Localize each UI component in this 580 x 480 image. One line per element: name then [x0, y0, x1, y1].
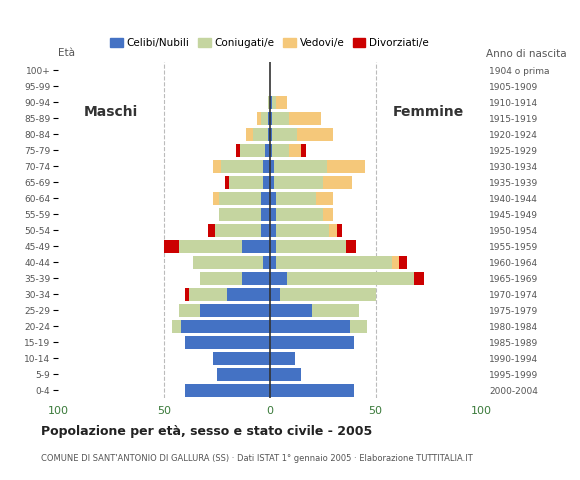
- Text: Popolazione per età, sesso e stato civile - 2005: Popolazione per età, sesso e stato civil…: [41, 425, 372, 438]
- Bar: [200, 272, 242, 285]
- Bar: [181, 320, 270, 333]
- Bar: [270, 96, 272, 109]
- Text: Maschi: Maschi: [84, 105, 138, 119]
- Bar: [185, 336, 270, 349]
- Bar: [263, 160, 270, 173]
- Bar: [227, 288, 270, 301]
- Bar: [280, 288, 376, 301]
- Bar: [270, 240, 276, 253]
- Bar: [215, 224, 261, 237]
- Bar: [270, 224, 276, 237]
- Bar: [272, 128, 297, 141]
- Bar: [316, 192, 333, 205]
- Bar: [270, 352, 295, 365]
- Bar: [200, 304, 270, 317]
- Bar: [240, 144, 266, 157]
- Bar: [185, 384, 270, 397]
- Bar: [399, 256, 407, 269]
- Bar: [270, 320, 350, 333]
- Bar: [297, 128, 333, 141]
- Bar: [179, 240, 242, 253]
- Bar: [270, 272, 287, 285]
- Bar: [322, 176, 352, 189]
- Bar: [267, 128, 270, 141]
- Bar: [263, 176, 270, 189]
- Bar: [219, 208, 261, 221]
- Bar: [414, 272, 424, 285]
- Text: Anno di nascita: Anno di nascita: [485, 49, 566, 59]
- Text: Età: Età: [58, 48, 75, 58]
- Bar: [270, 336, 354, 349]
- Bar: [276, 192, 316, 205]
- Bar: [270, 160, 274, 173]
- Bar: [270, 304, 312, 317]
- Bar: [189, 288, 227, 301]
- Text: COMUNE DI SANT'ANTONIO DI GALLURA (SS) · Dati ISTAT 1° gennaio 2005 · Elaborazio: COMUNE DI SANT'ANTONIO DI GALLURA (SS) ·…: [41, 454, 472, 463]
- Bar: [242, 272, 270, 285]
- Bar: [274, 176, 322, 189]
- Bar: [212, 160, 221, 173]
- Bar: [272, 112, 289, 125]
- Bar: [172, 320, 181, 333]
- Bar: [350, 320, 367, 333]
- Bar: [270, 128, 272, 141]
- Bar: [276, 96, 287, 109]
- Bar: [212, 352, 270, 365]
- Bar: [208, 224, 215, 237]
- Bar: [346, 240, 357, 253]
- Bar: [272, 144, 289, 157]
- Bar: [270, 112, 272, 125]
- Bar: [302, 144, 306, 157]
- Bar: [267, 112, 270, 125]
- Bar: [261, 192, 270, 205]
- Bar: [212, 192, 219, 205]
- Bar: [270, 288, 280, 301]
- Bar: [393, 256, 399, 269]
- Bar: [270, 384, 354, 397]
- Bar: [270, 144, 272, 157]
- Bar: [219, 192, 261, 205]
- Bar: [276, 256, 393, 269]
- Bar: [230, 176, 263, 189]
- Bar: [287, 272, 414, 285]
- Bar: [266, 144, 270, 157]
- Bar: [164, 240, 179, 253]
- Bar: [274, 160, 327, 173]
- Bar: [257, 112, 261, 125]
- Bar: [322, 208, 333, 221]
- Bar: [338, 224, 342, 237]
- Bar: [261, 224, 270, 237]
- Bar: [289, 112, 321, 125]
- Bar: [312, 304, 358, 317]
- Bar: [289, 144, 302, 157]
- Bar: [179, 304, 200, 317]
- Bar: [276, 240, 346, 253]
- Bar: [246, 128, 253, 141]
- Bar: [217, 368, 270, 381]
- Bar: [194, 256, 263, 269]
- Bar: [270, 256, 276, 269]
- Bar: [263, 256, 270, 269]
- Bar: [276, 208, 322, 221]
- Bar: [329, 224, 338, 237]
- Text: Femmine: Femmine: [393, 105, 464, 119]
- Bar: [242, 240, 270, 253]
- Bar: [236, 144, 240, 157]
- Bar: [267, 96, 270, 109]
- Bar: [225, 176, 230, 189]
- Bar: [253, 128, 267, 141]
- Bar: [272, 96, 276, 109]
- Bar: [221, 160, 263, 173]
- Bar: [270, 176, 274, 189]
- Legend: Celibi/Nubili, Coniugati/e, Vedovi/e, Divorziati/e: Celibi/Nubili, Coniugati/e, Vedovi/e, Di…: [106, 34, 433, 52]
- Bar: [270, 368, 302, 381]
- Bar: [261, 208, 270, 221]
- Bar: [270, 192, 276, 205]
- Bar: [327, 160, 365, 173]
- Bar: [276, 224, 329, 237]
- Bar: [185, 288, 189, 301]
- Bar: [270, 208, 276, 221]
- Bar: [261, 112, 267, 125]
